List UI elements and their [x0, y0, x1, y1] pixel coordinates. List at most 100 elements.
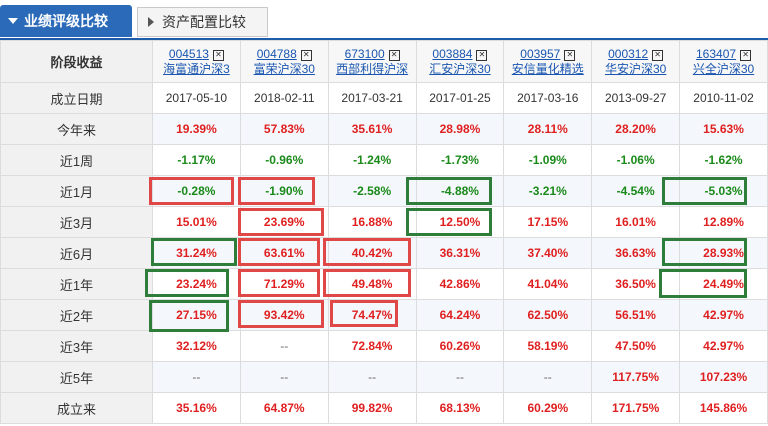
tab-label: 业绩评级比较 — [24, 13, 108, 29]
fund-name-link[interactable]: 汇安沪深30 — [429, 61, 491, 76]
triangle-right-icon — [148, 17, 154, 27]
return-value: -1.09% — [528, 153, 567, 167]
table-cell: 58.19% — [503, 330, 593, 362]
return-value: -- — [368, 370, 377, 384]
return-value: -- — [455, 370, 464, 384]
table-row: 成立来 35.16% 64.87% 99.82% 68.13% 60.29% 171.75%… — [0, 392, 768, 424]
table-cell: 12.89% — [679, 206, 768, 238]
return-value: 64.24% — [439, 308, 481, 322]
return-value: 58.19% — [527, 339, 569, 353]
return-value: 64.87% — [263, 401, 305, 415]
close-box-icon[interactable]: ✕ — [476, 49, 488, 61]
return-value: 60.29% — [527, 401, 569, 415]
fund-code-link[interactable]: 004788 — [256, 46, 297, 61]
return-value: 15.01% — [176, 215, 217, 229]
row-label: 近1周 — [0, 144, 153, 176]
table-cell: 28.93% — [679, 237, 768, 269]
fund-code-link[interactable]: 003957 — [520, 46, 561, 61]
table-cell: 42.97% — [679, 330, 768, 362]
return-value: 35.61% — [351, 122, 393, 136]
table-corner-label: 阶段收益 — [0, 40, 153, 83]
table-cell: 23.24% — [152, 268, 241, 300]
table-row: 近5年 -- -- -- -- -- 117.75% 107.23% — [0, 361, 768, 393]
close-box-icon[interactable]: ✕ — [564, 49, 576, 61]
return-value: 36.63% — [615, 246, 656, 260]
table-cell: 2017-03-21 — [327, 82, 417, 114]
table-cell: -- — [503, 361, 593, 393]
fund-code-link[interactable]: 673100 — [344, 46, 385, 61]
table-cell: -1.90% — [239, 175, 329, 207]
table-cell: 171.75% — [591, 392, 681, 424]
return-value: -2.58% — [353, 184, 392, 198]
return-value: 23.69% — [263, 215, 305, 229]
close-box-icon[interactable]: ✕ — [740, 49, 752, 61]
close-box-icon[interactable]: ✕ — [652, 49, 664, 61]
table-cell: -1.62% — [679, 144, 768, 176]
table-cell: -2.58% — [327, 175, 417, 207]
return-value: 28.11% — [527, 122, 568, 136]
fund-name-link[interactable]: 西部利得沪深 — [336, 61, 409, 76]
close-box-icon[interactable]: ✕ — [300, 49, 312, 61]
table-cell: 60.29% — [503, 392, 593, 424]
return-value: -4.54% — [616, 184, 655, 198]
table-cell: 42.97% — [679, 299, 768, 331]
table-cell: 28.11% — [503, 113, 593, 145]
table-cell: 57.83% — [239, 113, 329, 145]
table-row: 近2年 27.15% 93.42% 74.47% 64.24% 62.50% 56.51% 4… — [0, 299, 768, 331]
return-value: 42.86% — [439, 277, 481, 291]
return-value: 72.84% — [351, 339, 393, 353]
return-value: 23.24% — [176, 277, 217, 291]
table-cell: 16.01% — [591, 206, 681, 238]
return-value: 12.89% — [703, 215, 744, 229]
fund-name-link[interactable]: 富荣沪深30 — [253, 61, 315, 76]
table-cell: 117.75% — [591, 361, 681, 393]
close-box-icon[interactable]: ✕ — [388, 49, 400, 61]
fund-header: 673100 ✕ 西部利得沪深 — [327, 40, 417, 83]
return-value: 36.50% — [615, 277, 656, 291]
row-label: 近5年 — [0, 361, 153, 393]
tab-asset-allocation-comparison[interactable]: 资产配置比较 — [137, 7, 268, 37]
return-value: 63.61% — [263, 246, 305, 260]
table-row: 近1年 23.24% 71.29% 49.48% 42.86% 41.04% 36.50% 2… — [0, 268, 768, 300]
inception-date: 2017-03-21 — [341, 91, 403, 105]
return-value: 99.82% — [351, 401, 393, 415]
fund-header: 004513 ✕ 海富通沪深3 — [152, 40, 241, 83]
table-row: 近1周 -1.17% -0.96% -1.24% -1.73% -1.09% -1.06% -… — [0, 144, 768, 176]
return-value: 28.20% — [615, 122, 656, 136]
table-cell: 36.50% — [591, 268, 681, 300]
table-row: 近6月 31.24% 63.61% 40.42% 36.31% 37.40% 36.63% 2… — [0, 237, 768, 269]
table-cell: 36.31% — [415, 237, 505, 269]
fund-code-link[interactable]: 000312 — [608, 46, 649, 61]
row-label: 近6月 — [0, 237, 153, 269]
fund-name-link[interactable]: 海富通沪深3 — [163, 61, 230, 76]
table-cell: 28.20% — [591, 113, 681, 145]
table-cell: 17.15% — [503, 206, 593, 238]
fund-code-link[interactable]: 004513 — [168, 46, 209, 61]
table-cell: 42.86% — [415, 268, 505, 300]
table-cell: 35.16% — [152, 392, 241, 424]
table-cell: -1.17% — [152, 144, 241, 176]
tab-bar: 业绩评级比较 资产配置比较 — [0, 0, 768, 40]
return-value: -1.06% — [616, 153, 655, 167]
table-cell: 12.50% — [415, 206, 505, 238]
fund-name-link[interactable]: 兴全沪深30 — [692, 61, 755, 76]
close-box-icon[interactable]: ✕ — [212, 49, 224, 61]
tab-performance-comparison[interactable]: 业绩评级比较 — [0, 5, 132, 37]
return-value: -- — [543, 370, 552, 384]
return-value: 117.75% — [612, 370, 659, 384]
table-cell: 64.87% — [239, 392, 329, 424]
return-value: -0.96% — [265, 153, 304, 167]
return-value: -- — [280, 370, 289, 384]
return-value: -1.24% — [353, 153, 392, 167]
fund-code-link[interactable]: 163407 — [696, 46, 737, 61]
return-value: 49.48% — [351, 277, 393, 291]
fund-code-link[interactable]: 003884 — [432, 46, 473, 61]
return-value: -1.62% — [704, 153, 743, 167]
fund-name-link[interactable]: 华安沪深30 — [604, 61, 667, 76]
return-value: 56.51% — [615, 308, 656, 322]
table-cell: 40.42% — [327, 237, 417, 269]
return-value: -1.73% — [440, 153, 479, 167]
row-label: 近3年 — [0, 330, 153, 362]
fund-name-link[interactable]: 安信量化精选 — [511, 61, 584, 76]
table-cell: 19.39% — [152, 113, 241, 145]
